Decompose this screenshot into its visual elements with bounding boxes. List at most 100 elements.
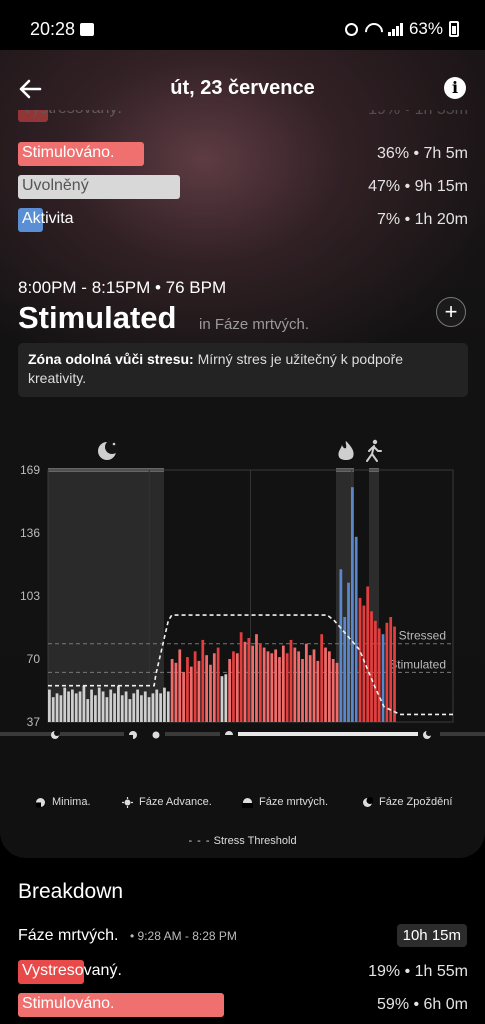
chart-bar xyxy=(117,685,120,722)
status-time: 20:28 xyxy=(30,19,76,39)
x-axis-ticks: 00:00 06:00 12:00 17:45 23:45 xyxy=(32,758,468,760)
chart-bar xyxy=(136,689,139,722)
chart-bar xyxy=(182,672,185,722)
legend-label: Fáze mrtvých. xyxy=(259,796,329,808)
session-time-range: 8:00PM - 8:15PM • 76 BPM xyxy=(18,278,227,297)
chart-legend: Minima. Fáze Advance. Fáze mrtvých. Fáze… xyxy=(0,796,485,816)
flame-icon xyxy=(338,441,354,460)
chart-bar xyxy=(48,689,51,722)
chart-bar xyxy=(189,666,193,722)
chart-bar xyxy=(385,622,389,722)
info-icon[interactable]: i xyxy=(444,77,466,99)
chart-bar xyxy=(262,647,266,722)
sun-icon xyxy=(122,796,133,808)
chart-bar xyxy=(174,662,178,722)
chart-bar xyxy=(354,536,358,722)
zone-title: Zóna odolná vůči stresu: xyxy=(28,351,194,367)
stimulated-pill xyxy=(18,142,144,166)
summary-row-relaxed[interactable]: Uvolněný 47% • 9h 15m xyxy=(18,175,468,199)
chart-bar xyxy=(281,645,285,722)
breakdown-row-stimulated[interactable]: Stimulováno. 59% • 6h 0m xyxy=(18,993,468,1017)
chart-bar xyxy=(339,569,343,722)
chart-bar xyxy=(274,649,278,722)
chart-bar xyxy=(67,691,70,722)
summary-label: Stimulováno. xyxy=(22,144,115,161)
chart-bar xyxy=(258,643,262,722)
status-icons: 63% xyxy=(344,19,459,39)
chart-bar xyxy=(109,689,113,722)
summary-value: 36% • 7h 5m xyxy=(377,145,468,162)
back-arrow-icon[interactable] xyxy=(18,78,42,100)
stressed-pill xyxy=(18,110,48,122)
chart-bar xyxy=(212,653,216,722)
chart-bar xyxy=(94,695,97,722)
chart-bar xyxy=(308,655,312,722)
x-tick-label: 23:45 xyxy=(438,758,468,760)
chart-bar xyxy=(331,659,335,722)
breakdown-phase: Fáze mrtvých. xyxy=(18,927,119,944)
gallery-notification-icon xyxy=(80,23,94,36)
activity-pill xyxy=(18,208,43,232)
summary-label: Vystresovaný. xyxy=(22,110,122,118)
chart-bar xyxy=(120,695,124,722)
chart-bar xyxy=(209,664,212,722)
chart-bars xyxy=(48,487,396,722)
chart-bar xyxy=(90,689,93,722)
chart-bar xyxy=(381,634,385,722)
night-phase-shading xyxy=(48,470,164,722)
breakdown-label: Vystresovaný. xyxy=(22,962,122,979)
summary-value: 47% • 9h 15m xyxy=(368,178,468,195)
page-title: út, 23 července xyxy=(170,77,315,99)
chart-bar xyxy=(151,693,155,722)
legend-label: Minima. xyxy=(52,796,91,808)
chart-bar xyxy=(297,651,301,722)
chart-bar xyxy=(362,605,366,722)
heart-rate-chart[interactable]: Stressed Stimulated 169 136 103 70 37 00:00 06… xyxy=(0,430,485,760)
session-phase: in Fáze mrtvých. xyxy=(199,316,310,333)
minima-icon xyxy=(36,797,45,807)
chart-bar xyxy=(178,649,182,722)
chart-bar xyxy=(270,653,274,722)
chart-bar xyxy=(105,697,109,722)
chart-bar xyxy=(301,659,304,722)
chart-bar xyxy=(166,691,170,722)
summary-row-activity[interactable]: Aktivita 7% • 1h 20m xyxy=(18,208,468,232)
chart-bar xyxy=(312,649,316,722)
chart-bar xyxy=(247,638,251,722)
chart-bar xyxy=(55,693,59,722)
stress-threshold-line xyxy=(48,614,453,716)
stressed-pill xyxy=(18,960,84,984)
summary-value: 19% • 1h 55m xyxy=(368,110,468,119)
y-axis-ticks: 169 136 103 70 37 xyxy=(20,463,40,729)
chart-bar xyxy=(278,657,281,722)
chart-bar xyxy=(201,639,205,722)
summary-row-stressed[interactable]: Vystresovaný. 19% • 1h 55m xyxy=(18,110,468,128)
chart-bar xyxy=(63,687,67,722)
legend-item: Fáze mrtvých. xyxy=(242,796,328,808)
chart-bar xyxy=(235,653,239,722)
reference-line-label: Stressed xyxy=(399,629,446,643)
chart-bar xyxy=(163,687,166,722)
x-tick-label: 00:00 xyxy=(32,758,62,760)
chart-bar xyxy=(147,697,151,722)
breakdown-range: • 9:28 AM - 8:28 PM xyxy=(130,929,237,943)
chart-bar xyxy=(327,651,331,722)
chart-bar xyxy=(193,651,197,722)
chart-bar xyxy=(86,699,90,722)
chart-bar xyxy=(101,691,105,722)
chart-bar xyxy=(370,611,373,722)
summary-row-stimulated[interactable]: Stimulováno. 36% • 7h 5m xyxy=(18,142,468,166)
chart-bar xyxy=(393,626,396,722)
add-button[interactable]: + xyxy=(436,297,466,327)
status-bar: 20:28 63% xyxy=(0,0,485,50)
stimulated-pill xyxy=(18,993,224,1017)
chart-bar xyxy=(228,659,232,722)
chart-bar xyxy=(347,582,350,722)
legend-item: Fáze Advance. xyxy=(122,796,212,808)
breakdown-row-stressed[interactable]: Vystresovaný. 19% • 1h 55m xyxy=(18,960,468,984)
chart-bar xyxy=(143,691,147,722)
phase-timeline[interactable] xyxy=(0,730,485,739)
chart-bar xyxy=(205,655,208,722)
chart-bar xyxy=(320,634,324,722)
legend-item: Fáze Zpoždění xyxy=(362,796,452,808)
